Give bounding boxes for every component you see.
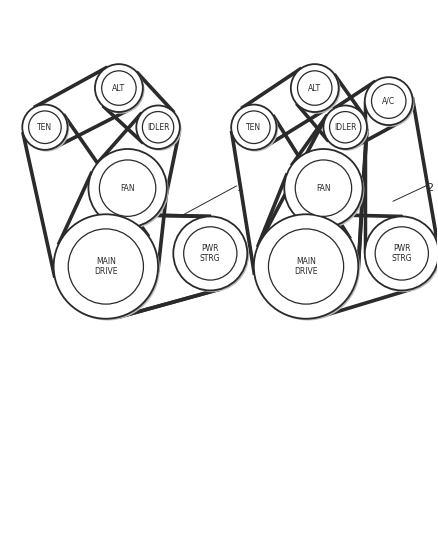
Circle shape xyxy=(254,214,358,319)
Text: TEN: TEN xyxy=(246,123,261,132)
Text: MAIN
DRIVE: MAIN DRIVE xyxy=(294,257,318,276)
Circle shape xyxy=(233,107,278,151)
Text: IDLER: IDLER xyxy=(147,123,170,132)
Text: TEN: TEN xyxy=(37,123,53,132)
Circle shape xyxy=(24,107,69,151)
Circle shape xyxy=(323,106,367,149)
Circle shape xyxy=(138,107,182,151)
Circle shape xyxy=(284,149,363,228)
Text: PWR
STRG: PWR STRG xyxy=(200,244,221,263)
Circle shape xyxy=(68,229,144,304)
Circle shape xyxy=(102,71,136,106)
Circle shape xyxy=(255,216,360,320)
Circle shape xyxy=(365,77,413,125)
Text: ALT: ALT xyxy=(112,84,125,93)
Circle shape xyxy=(367,79,414,127)
Text: PWR
STRG: PWR STRG xyxy=(392,244,412,263)
Circle shape xyxy=(22,104,67,150)
Text: 2: 2 xyxy=(427,183,434,193)
Circle shape xyxy=(28,111,61,143)
Text: FAN: FAN xyxy=(316,184,331,192)
Circle shape xyxy=(371,84,406,118)
Circle shape xyxy=(286,151,364,229)
Circle shape xyxy=(367,218,438,292)
Circle shape xyxy=(365,216,438,290)
Circle shape xyxy=(53,214,158,319)
Circle shape xyxy=(173,216,247,290)
Text: 1: 1 xyxy=(237,183,244,193)
Circle shape xyxy=(295,160,352,216)
Circle shape xyxy=(184,227,237,280)
Circle shape xyxy=(97,66,145,114)
Circle shape xyxy=(99,160,156,216)
Circle shape xyxy=(231,104,276,150)
Circle shape xyxy=(142,111,174,143)
Text: IDLER: IDLER xyxy=(334,123,357,132)
Circle shape xyxy=(55,216,160,320)
Circle shape xyxy=(175,218,249,292)
Text: A/C: A/C xyxy=(382,96,396,106)
Circle shape xyxy=(375,227,428,280)
Circle shape xyxy=(88,149,167,228)
Circle shape xyxy=(297,71,332,106)
Circle shape xyxy=(325,107,369,151)
Circle shape xyxy=(90,151,169,229)
Circle shape xyxy=(95,64,143,112)
Circle shape xyxy=(293,66,340,114)
Circle shape xyxy=(329,111,361,143)
Text: ALT: ALT xyxy=(308,84,321,93)
Circle shape xyxy=(268,229,344,304)
Circle shape xyxy=(291,64,339,112)
Circle shape xyxy=(237,111,270,143)
Text: MAIN
DRIVE: MAIN DRIVE xyxy=(94,257,117,276)
Text: FAN: FAN xyxy=(120,184,135,192)
Circle shape xyxy=(136,106,180,149)
